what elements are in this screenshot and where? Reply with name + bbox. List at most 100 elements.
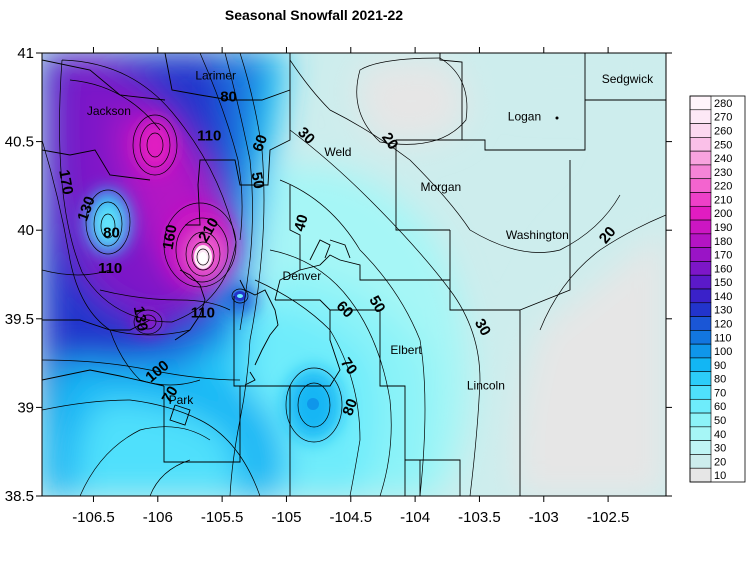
legend-label: 270 [714, 112, 732, 124]
legend-label: 200 [714, 208, 732, 220]
legend-label: 110 [714, 332, 732, 344]
county-label: Elbert [390, 343, 422, 357]
x-tick-label: -102.5 [587, 509, 630, 526]
legend-swatch [689, 316, 712, 331]
x-tick-label: -104 [400, 509, 430, 526]
legend-swatch [689, 109, 712, 124]
contour-label: 160 [160, 223, 181, 251]
legend-label: 100 [714, 346, 732, 358]
legend-swatch [689, 219, 712, 235]
county-boundaries [42, 53, 666, 496]
legend-swatch [689, 137, 712, 152]
plot-area [42, 53, 666, 496]
x-tick-label: -105.5 [201, 509, 244, 526]
contour-label: 50 [248, 171, 268, 190]
y-axis: 38.5 39 39.5 40 40.5 41 [5, 45, 672, 505]
y-tick-label: 38.5 [5, 488, 34, 505]
legend-swatch [689, 440, 712, 455]
legend-swatch [689, 398, 712, 414]
contour-label: 110 [98, 260, 122, 277]
legend-label: 140 [714, 291, 732, 303]
legend-swatch [689, 426, 712, 441]
county-label: Weld [324, 145, 351, 159]
county-label: Morgan [421, 180, 462, 194]
legend-label: 50 [714, 415, 726, 427]
y-tick-label: 40 [17, 222, 34, 239]
legend-swatch [689, 274, 712, 290]
legend-swatch [689, 343, 712, 359]
legend-swatch [689, 288, 712, 304]
county-label: Logan [508, 109, 541, 123]
county-label: Park [169, 393, 195, 407]
county-label: Sedgwick [602, 72, 654, 86]
legend-swatch [689, 371, 712, 386]
contour-label: 40 [291, 213, 312, 234]
y-tick-label: 40.5 [5, 134, 34, 151]
chart-title: Seasonal Snowfall 2021-22 [224, 7, 404, 23]
y-tick-label: 39 [17, 399, 34, 416]
legend-label: 190 [714, 222, 732, 234]
legend-label: 160 [714, 263, 732, 275]
contour-label: 130 [130, 305, 151, 333]
legend-swatch [689, 192, 712, 207]
legend-swatch [689, 454, 712, 469]
legend-label: 210 [714, 194, 732, 206]
legend-label: 20 [714, 456, 726, 468]
legend-frame [689, 95, 746, 483]
contour-label: 80 [339, 396, 361, 417]
legend-label: 70 [714, 387, 726, 399]
county-label: Washington [506, 228, 569, 242]
legend-label: 240 [714, 153, 732, 165]
legend-label: 90 [714, 360, 726, 372]
contour-label: 30 [471, 316, 494, 339]
plot-frame [41, 52, 667, 497]
legend-label: 150 [714, 277, 732, 289]
legend-swatch [689, 385, 712, 400]
legend-label: 280 [714, 98, 732, 110]
contour-label: 70 [337, 355, 360, 378]
contour-label: 110 [191, 304, 215, 321]
contour-label: 80 [103, 225, 120, 242]
legend-label: 230 [714, 167, 732, 179]
contour-label: 80 [220, 88, 237, 105]
legend-swatch [689, 330, 712, 345]
legend-label: 80 [714, 374, 726, 386]
legend-swatch [689, 95, 712, 111]
city-marker [555, 116, 559, 120]
x-tick-label: -103.5 [458, 509, 501, 526]
legend-label: 220 [714, 181, 732, 193]
y-tick-label: 39.5 [5, 311, 34, 328]
x-axis: -106.5 -106 -105.5 -105 -104.5 -104 -103.5 -103… [72, 47, 629, 526]
legend-swatch [689, 205, 712, 221]
legend-swatch [689, 233, 712, 248]
contour-label: 60 [249, 132, 271, 153]
legend-label: 130 [714, 305, 732, 317]
contour-label: 50 [365, 293, 388, 316]
legend-swatch [689, 178, 712, 193]
x-tick-label: -106 [143, 509, 173, 526]
legend-swatch [689, 247, 712, 262]
x-tick-label: -106.5 [72, 509, 115, 526]
legend-swatch [689, 261, 712, 276]
legend-label: 170 [714, 250, 732, 262]
legend-label: 60 [714, 401, 726, 413]
legend-swatch [689, 467, 712, 483]
snowfall-field [42, 53, 666, 496]
county-label: Denver [283, 269, 322, 283]
legend-label: 120 [714, 318, 732, 330]
legend-swatch [689, 123, 712, 138]
x-tick-label: -103 [529, 509, 559, 526]
contour-label: 70 [159, 383, 182, 406]
legend-swatch [689, 164, 712, 180]
contour-label: 110 [197, 127, 221, 144]
legend-swatch [689, 150, 712, 166]
legend-label: 180 [714, 236, 732, 248]
legend-label: 250 [714, 139, 732, 151]
legend-label: 10 [714, 470, 726, 482]
legend-label: 40 [714, 429, 726, 441]
county-label: Jackson [87, 104, 131, 118]
county-labels: Larimer Jackson Weld Logan Sedgwick Morgan Was… [87, 69, 654, 407]
legend-swatch [689, 302, 712, 317]
